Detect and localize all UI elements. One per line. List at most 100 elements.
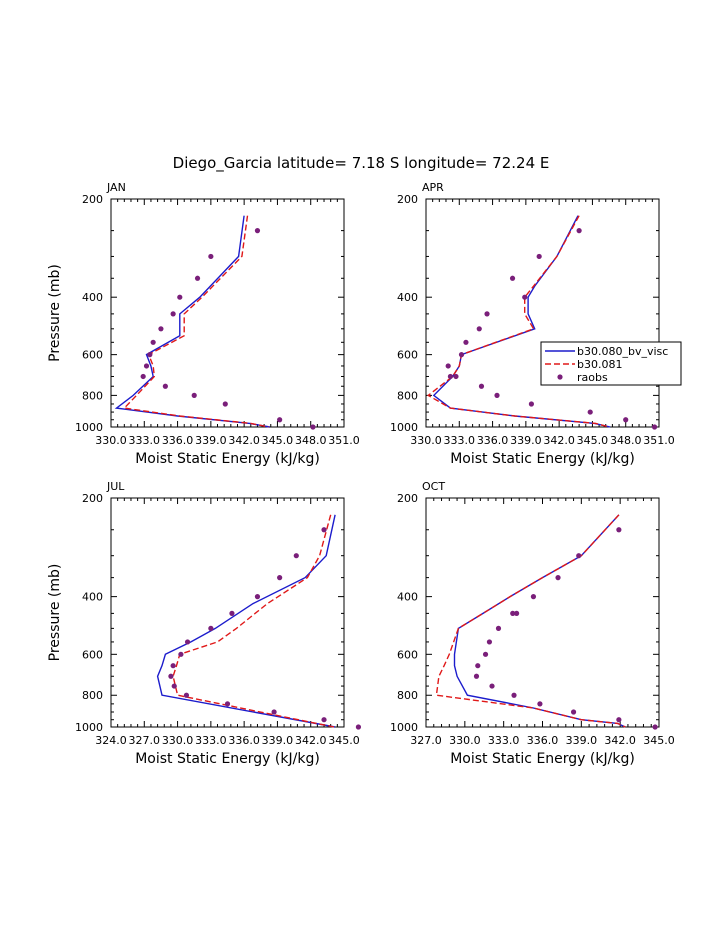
- raobs-point: [171, 683, 177, 689]
- raobs-point: [170, 311, 176, 317]
- x-tick-label: 336.0: [527, 734, 559, 747]
- raobs-point: [321, 527, 327, 533]
- legend-swatch-marker: [557, 374, 563, 380]
- x-tick-label: 342.0: [228, 434, 260, 447]
- y-tick-label: 1000: [75, 721, 103, 734]
- raobs-point: [222, 401, 228, 407]
- panel-title: APR: [422, 181, 444, 194]
- y-tick-label: 1000: [75, 421, 103, 434]
- raobs-point: [143, 363, 150, 369]
- raobs-point: [651, 424, 658, 430]
- y-tick-label: 800: [397, 389, 418, 402]
- x-tick-label: 342.0: [604, 734, 636, 747]
- raobs-point: [208, 625, 214, 631]
- y-tick-label: 400: [397, 291, 418, 304]
- raobs-point: [475, 663, 481, 669]
- raobs-point: [254, 594, 261, 600]
- raobs-point: [453, 373, 459, 380]
- raobs-point: [158, 326, 164, 332]
- raobs-point: [555, 575, 561, 581]
- y-axis-label: Pressure (mb): [47, 564, 63, 662]
- y-tick-label: 400: [82, 291, 103, 304]
- raobs-point: [587, 409, 593, 415]
- raobs-point: [536, 253, 542, 260]
- series-line-b30-081: [426, 215, 610, 428]
- panel-title: OCT: [422, 480, 445, 493]
- raobs-point: [482, 651, 489, 657]
- y-tick-label: 1000: [390, 421, 418, 434]
- panel-title: JAN: [106, 181, 126, 194]
- plot-frame: [110, 497, 345, 728]
- raobs-point: [183, 692, 190, 698]
- x-tick-label: 348.0: [610, 434, 642, 447]
- raobs-point: [194, 275, 201, 281]
- raobs-point: [277, 575, 283, 581]
- raobs-point: [537, 701, 543, 707]
- raobs-point: [476, 326, 482, 332]
- y-tick-label: 800: [82, 689, 103, 702]
- x-tick-label: 339.0: [262, 734, 294, 747]
- series-line-b30-081: [172, 514, 335, 728]
- y-tick-label: 600: [397, 648, 418, 661]
- x-tick-label: 345.0: [643, 734, 675, 747]
- raobs-point: [528, 401, 535, 407]
- x-tick-label: 327.0: [410, 734, 442, 747]
- legend-label: raobs: [577, 371, 608, 384]
- raobs-point: [229, 610, 235, 616]
- x-tick-label: 345.0: [328, 734, 360, 747]
- raobs-point: [511, 692, 517, 698]
- x-tick-label: 339.0: [195, 434, 227, 447]
- x-tick-label: 333.0: [444, 434, 476, 447]
- raobs-point: [530, 594, 537, 600]
- raobs-point: [445, 363, 451, 369]
- raobs-point: [478, 383, 485, 389]
- series-line-b30-080: [114, 215, 270, 428]
- x-tick-label: 330.0: [95, 434, 127, 447]
- raobs-point: [310, 424, 316, 430]
- x-axis-label: Moist Static Energy (kJ/kg): [135, 751, 320, 767]
- raobs-point: [623, 417, 629, 423]
- raobs-point: [616, 527, 622, 533]
- raobs-point: [447, 373, 454, 380]
- plot-frame: [425, 198, 660, 428]
- raobs-point: [254, 228, 261, 234]
- raobs-point: [495, 625, 502, 631]
- x-tick-label: 351.0: [328, 434, 360, 447]
- raobs-point: [177, 294, 183, 300]
- x-axis-label: Moist Static Energy (kJ/kg): [450, 751, 635, 767]
- raobs-point: [321, 717, 327, 723]
- raobs-point: [484, 311, 490, 317]
- series-line-b30-080: [432, 215, 611, 428]
- raobs-point: [463, 339, 469, 345]
- raobs-point: [168, 673, 174, 679]
- x-tick-label: 348.0: [295, 434, 327, 447]
- y-tick-label: 200: [397, 193, 418, 206]
- y-tick-label: 600: [82, 349, 103, 362]
- x-tick-label: 333.0: [195, 734, 227, 747]
- x-axis-label: Moist Static Energy (kJ/kg): [450, 451, 635, 467]
- raobs-point: [652, 724, 658, 730]
- raobs-point: [458, 352, 465, 358]
- x-tick-label: 336.0: [162, 434, 194, 447]
- legend-label: b30.081: [577, 358, 622, 371]
- y-tick-label: 1000: [390, 721, 418, 734]
- y-tick-label: 400: [397, 591, 418, 604]
- raobs-point: [224, 701, 231, 707]
- y-tick-label: 200: [82, 492, 103, 505]
- raobs-point: [147, 352, 153, 358]
- raobs-point: [271, 709, 277, 715]
- raobs-point: [170, 663, 176, 669]
- y-tick-label: 400: [82, 591, 103, 604]
- figure-title: Diego_Garcia latitude= 7.18 S longitude=…: [173, 154, 550, 173]
- raobs-point: [486, 639, 493, 645]
- series-line-b30-081: [435, 514, 626, 728]
- plot-frame: [425, 497, 660, 728]
- legend-label: b30.080_bv_visc: [577, 345, 668, 358]
- raobs-point: [150, 339, 156, 345]
